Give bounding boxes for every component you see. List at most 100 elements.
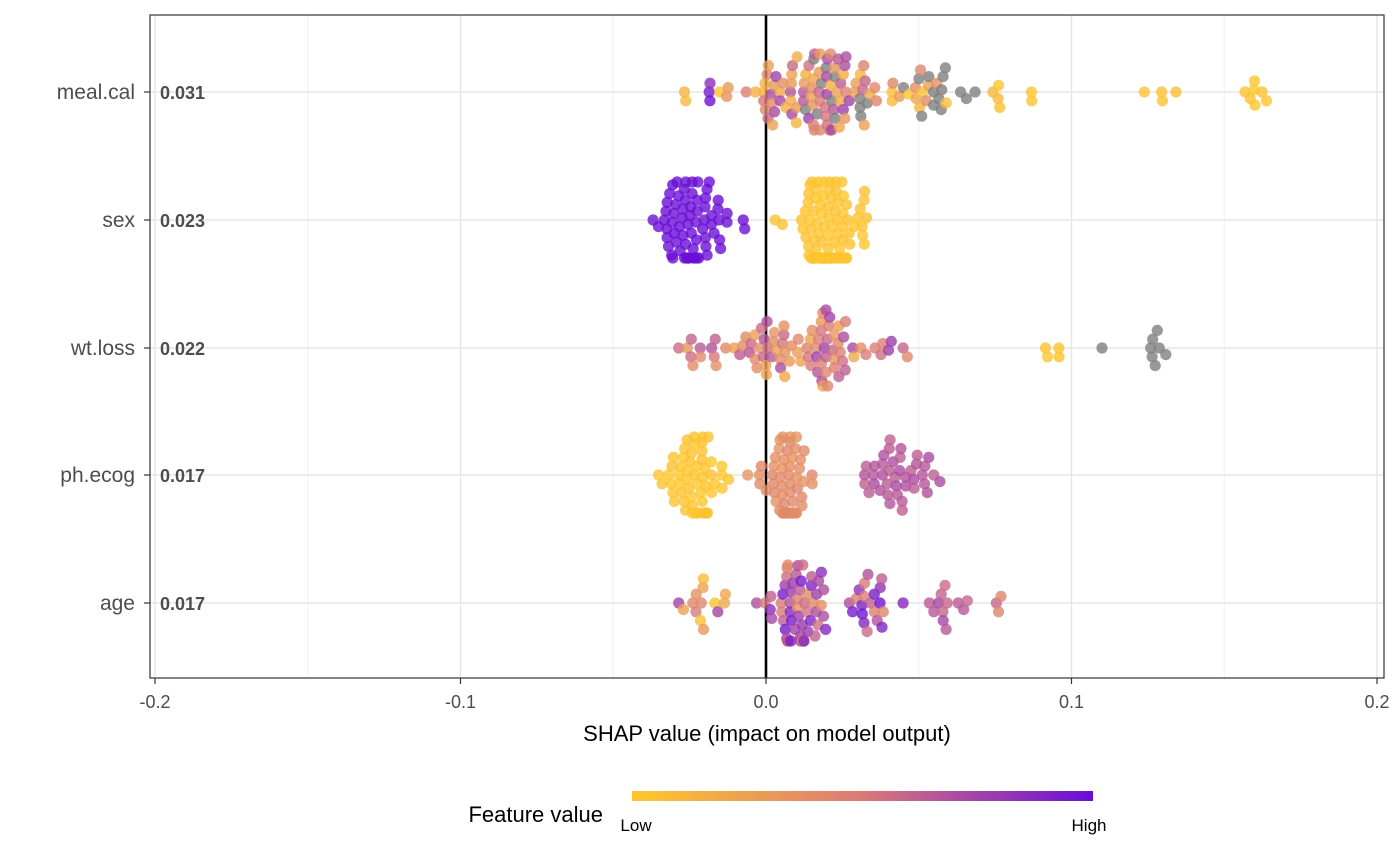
shap-point: [852, 212, 864, 224]
shap-point: [696, 445, 708, 457]
shap-point: [813, 333, 825, 345]
shap-point: [822, 380, 834, 392]
shap-point: [863, 487, 875, 499]
shap-point: [858, 194, 870, 206]
shap-point: [858, 119, 870, 131]
shap-point: [908, 473, 920, 485]
shap-point: [712, 203, 724, 215]
shap-point: [784, 86, 797, 98]
shap-point: [817, 610, 830, 622]
shap-point: [721, 207, 733, 219]
shap-point: [784, 460, 796, 472]
shap-point: [820, 366, 832, 378]
shap-point: [671, 176, 683, 188]
feature-name-label: ph.ecog: [60, 464, 135, 487]
shap-point: [937, 71, 949, 83]
shap-point: [716, 460, 728, 472]
shap-point: [861, 626, 873, 638]
shap-point: [940, 623, 952, 636]
shap-point: [761, 316, 773, 328]
shap-point: [826, 95, 838, 107]
shap-point: [858, 238, 870, 250]
shap-point: [668, 495, 680, 507]
shap-point: [686, 447, 698, 459]
shap-point: [884, 434, 896, 446]
shap-point: [876, 621, 888, 633]
shap-point: [1146, 351, 1158, 363]
shap-point: [921, 487, 933, 499]
shap-point: [775, 362, 787, 374]
shap-point: [653, 469, 665, 481]
shap-point: [834, 346, 846, 358]
shap-point: [737, 214, 749, 226]
shap-point: [840, 51, 852, 63]
shap-point: [787, 495, 799, 507]
shap-point: [661, 196, 673, 208]
shap-point: [734, 349, 746, 361]
shap-point: [705, 469, 717, 481]
shap-point: [856, 608, 868, 620]
shap-point: [802, 588, 814, 600]
shap-point: [742, 469, 754, 481]
shap-point: [815, 599, 827, 611]
shap-point: [770, 71, 782, 83]
shap-point: [937, 615, 949, 627]
x-axis: -0.2 -0.1 0.0 0.1 0.2: [139, 678, 1390, 712]
shap-point: [940, 97, 952, 109]
shap-point: [785, 635, 797, 647]
shap-point: [847, 342, 859, 354]
shap-point: [960, 93, 973, 105]
shap-point: [792, 610, 805, 622]
shap-point: [923, 451, 935, 463]
shap-point: [994, 101, 1006, 113]
shap-point: [708, 351, 720, 363]
x-tick-label: -0.1: [445, 692, 476, 712]
shap-point: [776, 606, 788, 618]
shap-point: [694, 342, 706, 354]
shap-point: [992, 606, 1005, 618]
shap-point: [795, 575, 807, 587]
shap-point: [722, 82, 734, 94]
shap-point: [667, 252, 679, 264]
shap-point: [700, 240, 712, 252]
shap-point: [774, 471, 786, 483]
shap-point: [760, 360, 772, 372]
shap-point: [818, 584, 830, 596]
feature-importance-label: 0.022: [160, 339, 205, 359]
x-tick-label: -0.2: [139, 692, 170, 712]
shap-point: [656, 478, 668, 490]
shap-point: [776, 338, 789, 350]
shap-point: [1248, 75, 1261, 87]
shap-point: [877, 606, 889, 618]
shap-point: [696, 454, 708, 466]
shap-point: [767, 119, 779, 131]
shap-point: [856, 221, 868, 233]
shap-point: [835, 77, 847, 89]
shap-point: [790, 117, 802, 129]
shap-point: [715, 243, 727, 255]
shap-point: [1160, 349, 1172, 361]
shap-point: [785, 77, 797, 89]
shap-point: [829, 62, 841, 74]
shap-point: [764, 604, 776, 616]
shap-point: [690, 234, 703, 246]
shap-point: [1170, 86, 1182, 98]
shap-point: [854, 203, 866, 215]
shap-point: [928, 606, 940, 618]
shap-point: [692, 176, 704, 188]
shap-point: [1260, 95, 1273, 107]
shap-point: [916, 469, 928, 481]
shap-point: [848, 351, 860, 363]
feature-labels: meal.cal 0.031 sex 0.023 wt.loss 0.022 ph.ecog…: [57, 81, 205, 615]
shap-point: [811, 108, 823, 120]
shap-point: [706, 342, 718, 354]
shap-point: [757, 351, 770, 363]
shap-point: [818, 221, 830, 233]
shap-point: [856, 599, 868, 611]
shap-point: [923, 71, 935, 83]
shap-point: [705, 456, 717, 468]
shap-point: [908, 482, 920, 494]
shap-point: [837, 355, 849, 367]
shap-point: [795, 214, 808, 226]
shap-point: [776, 218, 789, 230]
